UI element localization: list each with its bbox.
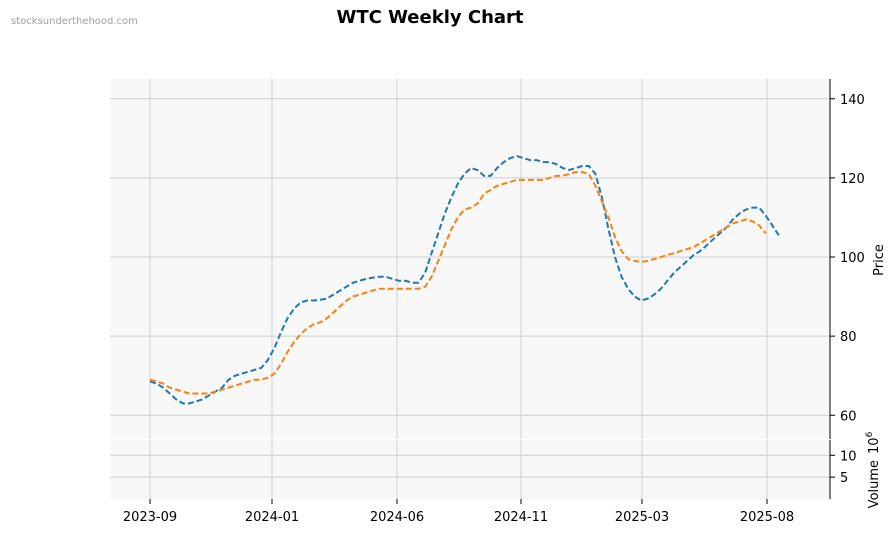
volume-ticks: 510 [830,449,857,486]
grid-lines [110,79,830,499]
price-tick-label: 100 [840,251,865,266]
price-tick-label: 60 [840,409,857,424]
price-tick-label: 120 [840,172,865,187]
x-tick-label: 2024-06 [370,510,424,525]
volume-axis-label: Volume106 [865,431,882,508]
price-tick-label: 80 [840,330,857,345]
x-tick-label: 2024-01 [245,510,299,525]
x-tick-label: 2025-08 [740,510,794,525]
x-tick-label: 2023-09 [123,510,177,525]
price-tick-label: 140 [840,93,865,108]
price-ticks: 60 80 100 120 140 [830,93,865,424]
price-panel [110,79,830,439]
moving-average-line [149,155,780,405]
x-ticks: 2023-09 2024-01 2024-06 2024-11 2025-03 2025-… [123,499,794,525]
moving-average-line [149,171,767,395]
x-tick-label: 2024-11 [494,510,548,525]
watermark: stocksunderthehood.com [11,16,138,27]
volume-tick-label: 5 [840,471,848,486]
price-axis-label: Price [872,244,887,276]
x-tick-label: 2025-03 [615,510,669,525]
chart-title: WTC Weekly Chart [336,7,524,28]
volume-panel [110,440,830,499]
volume-tick-label: 10 [840,449,857,464]
moving-average-lines [149,155,780,405]
